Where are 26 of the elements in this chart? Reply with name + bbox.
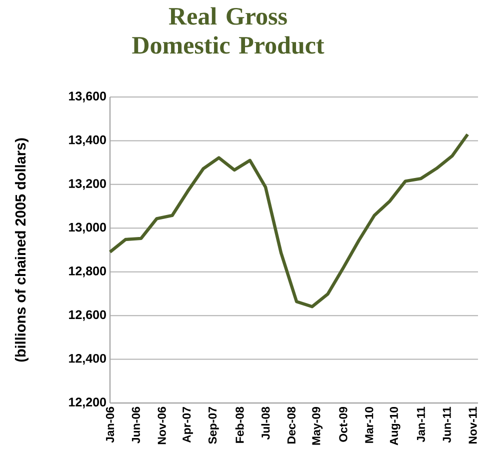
x-tick-label: Jan-06 — [106, 406, 114, 443]
line-series — [108, 132, 470, 308]
x-tick-label: Jan-11 — [416, 406, 425, 442]
x-tick-label: Feb-08 — [235, 406, 244, 443]
x-tick-label: Aug-10 — [390, 406, 400, 446]
y-tick-label: 13,000 — [69, 222, 106, 234]
x-tick-label: May-09 — [312, 406, 323, 445]
y-axis-title: (billions of chained 2005 dollars) — [14, 138, 28, 362]
x-tick-label: Nov-06 — [158, 406, 166, 444]
y-tick-label: 12,400 — [69, 354, 106, 365]
y-tick-label: 12,200 — [69, 398, 106, 408]
x-tick-label: Apr-07 — [182, 407, 193, 443]
y-tick-label: 13,200 — [69, 179, 106, 190]
x-tick-label: Nov-11 — [468, 406, 477, 444]
y-tick-label: 13,400 — [69, 135, 106, 146]
x-tick-label: Oct-09 — [339, 406, 348, 442]
y-tick-label: 13,600 — [69, 92, 106, 102]
y-tick-label: 12,600 — [69, 310, 106, 321]
x-tick-label: Mar-10 — [365, 407, 374, 443]
chart-title: Real Gross Domestic Product — [132, 7, 324, 54]
x-tick-label: Jul-08 — [261, 406, 270, 440]
x-tick-label: Dec-08 — [287, 406, 296, 444]
x-tick-label: Sep-07 — [208, 407, 219, 444]
x-tick-label: Jun-06 — [132, 406, 140, 444]
y-tick-label: 12,800 — [69, 266, 106, 278]
x-tick-label: Jun-11 — [442, 406, 451, 443]
